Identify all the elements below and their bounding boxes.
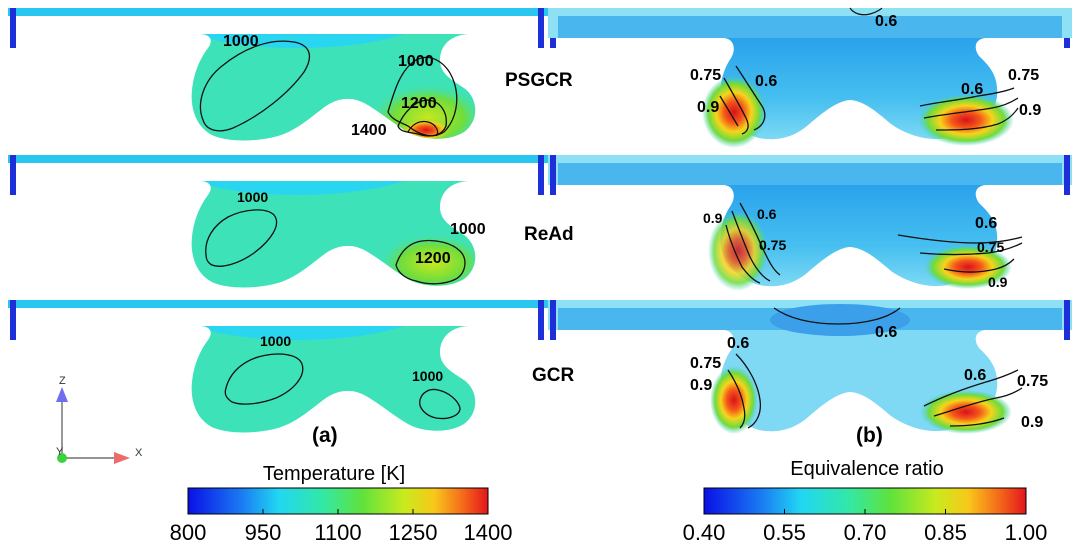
- equivalence-colorbar-tick-label: 0.55: [763, 520, 806, 545]
- phi-contour-label: 0.9: [690, 377, 712, 394]
- phi-map-gcr: [548, 300, 1072, 434]
- axis-label-z: Z: [59, 375, 66, 387]
- equivalence-colorbar-title: Equivalence ratio: [790, 458, 943, 480]
- phi-contour-label: 0.9: [1021, 414, 1043, 431]
- panel-label-a: (a): [312, 424, 338, 447]
- phi-contour-label: 0.6: [975, 215, 997, 232]
- case-label-psgcr: PSGCR: [505, 70, 573, 91]
- temperature-colorbar-tick-label: 1100: [314, 520, 361, 545]
- case-label-read: ReAd: [524, 224, 574, 245]
- phi-contour-label: 0.75: [977, 239, 1004, 255]
- temp-contour-label: 1200: [415, 250, 451, 267]
- axis-label-x: X: [135, 447, 143, 459]
- temperature-colorbar-tick-label: 1250: [389, 520, 438, 545]
- temperature-colorbar-tick-label: 800: [170, 520, 207, 545]
- equivalence-colorbar: Equivalence ratio 0.40 0.55 0.70 0.85 1.00: [683, 458, 1048, 545]
- case-label-gcr: GCR: [532, 365, 575, 386]
- phi-contour-label: 0.75: [690, 355, 721, 372]
- phi-contour-label: 0.6: [727, 335, 749, 352]
- panel-label-b: (b): [856, 424, 883, 447]
- equivalence-colorbar-tick-label: 0.85: [924, 520, 967, 545]
- temperature-panel: 1000 1000 1200 1400 1000 1000 1200 1000 …: [8, 8, 548, 433]
- temperature-colorbar-tick-label: 1400: [464, 520, 513, 545]
- temp-contour-label: 1000: [260, 333, 291, 349]
- temp-contour-label: 1000: [237, 189, 268, 205]
- phi-map-read: [548, 155, 1072, 291]
- temperature-colorbar: Temperature [K] 800 950 1100 1250 1400: [170, 463, 513, 545]
- equivalence-colorbar-tick-label: 0.70: [844, 520, 887, 545]
- axis-label-y: Y: [56, 446, 64, 458]
- phi-contour-label: 0.75: [759, 237, 786, 253]
- phi-contour-label: 0.6: [964, 367, 986, 384]
- equivalence-colorbar-tick-label: 0.40: [683, 520, 726, 545]
- phi-contour-label: 0.75: [690, 67, 721, 84]
- x-arrow-icon: [114, 452, 130, 464]
- axis-triad: Z X Y: [56, 375, 143, 464]
- phi-contour-label: 0.6: [757, 206, 777, 222]
- phi-contour-label: 0.6: [755, 73, 777, 90]
- temp-contour-label: 1000: [450, 221, 486, 238]
- temp-map-psgcr: [8, 8, 548, 141]
- origin-dot: [57, 453, 67, 463]
- temp-map-read: [8, 155, 548, 288]
- phi-contour-label: 0.6: [875, 13, 897, 30]
- phi-contour-label: 0.75: [1008, 67, 1039, 84]
- equivalence-panel: 0.6 0.75 0.6 0.9 0.6 0.75 0.9 0.9 0.6 0.…: [548, 7, 1072, 434]
- phi-contour-label: 0.9: [1019, 102, 1041, 119]
- phi-map-psgcr: [548, 7, 1072, 148]
- temp-contour-label: 1000: [223, 33, 259, 50]
- temperature-colorbar-tick-label: 950: [245, 520, 282, 545]
- temp-contour-label: 1400: [351, 122, 387, 139]
- temp-contour-label: 1000: [398, 53, 434, 70]
- phi-contour-label: 0.9: [703, 210, 723, 226]
- phi-contour-label: 0.6: [875, 324, 897, 341]
- phi-contour-label: 0.75: [1017, 373, 1048, 390]
- temp-contour-label: 1200: [401, 95, 437, 112]
- z-arrow-icon: [56, 387, 68, 402]
- phi-contour-label: 0.9: [988, 274, 1008, 290]
- equivalence-colorbar-tick-label: 1.00: [1005, 520, 1048, 545]
- temp-map-gcr: [8, 300, 548, 433]
- phi-contour-label: 0.6: [961, 81, 983, 98]
- temp-contour-label: 1000: [412, 368, 443, 384]
- phi-contour-label: 0.9: [697, 99, 719, 116]
- temperature-colorbar-title: Temperature [K]: [263, 463, 405, 485]
